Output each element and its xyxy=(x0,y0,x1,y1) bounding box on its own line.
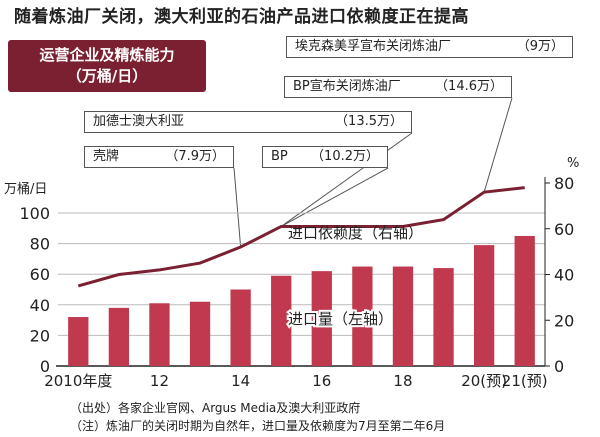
bar xyxy=(149,303,170,366)
bar-series-label: 进口量（左轴） xyxy=(288,310,393,328)
x-tick-label: 16 xyxy=(312,372,331,390)
bar xyxy=(392,266,414,366)
callout-bp-close-cap: （14.6万） xyxy=(435,79,503,94)
y-left-tick-label: 40 xyxy=(30,296,50,315)
dependency-line xyxy=(77,186,525,288)
bar xyxy=(68,317,89,366)
callout-shell: 壳牌 （7.9万） xyxy=(84,146,234,168)
bar xyxy=(433,268,454,366)
callout-bp: BP （10.2万） xyxy=(262,146,388,168)
callout-exxon-name: 埃克森美孚宣布关闭炼油厂 xyxy=(295,39,452,54)
bar xyxy=(108,307,130,366)
x-tick-label: 18 xyxy=(393,372,412,390)
callout-shell-cap: （7.9万） xyxy=(165,149,225,164)
bar xyxy=(271,275,292,366)
callout-connector xyxy=(483,97,513,193)
callout-connector xyxy=(280,132,413,227)
y-left-tick-label: 60 xyxy=(30,265,50,284)
y-right-tick-label: 60 xyxy=(554,220,574,239)
badge-line2: （万桶/日） xyxy=(66,67,148,85)
callout-bp-close: BP宣布关闭炼油厂 （14.6万） xyxy=(284,76,512,98)
callout-exxon-cap: （9万） xyxy=(516,39,564,54)
callout-caltex-cap: （13.5万） xyxy=(335,114,403,129)
y-left-tick-label: 80 xyxy=(30,235,50,254)
bar xyxy=(230,289,251,366)
y-right-tick-label: 0 xyxy=(554,357,564,376)
y-right-tick-label: 20 xyxy=(554,311,574,330)
left-axis-unit: 万桶/日 xyxy=(4,182,48,197)
y-left-tick-label: 0 xyxy=(40,357,50,376)
right-axis-unit: % xyxy=(567,156,580,171)
callout-bp-name: BP xyxy=(271,149,288,164)
callout-bp-close-name: BP宣布关闭炼油厂 xyxy=(293,79,401,94)
x-tick-label: 12 xyxy=(150,372,169,390)
bar xyxy=(311,271,332,366)
bar xyxy=(514,235,535,366)
y-left-tick-label: 100 xyxy=(19,204,50,223)
bar xyxy=(352,266,373,366)
bar xyxy=(189,301,211,366)
callout-shell-name: 壳牌 xyxy=(93,149,120,164)
callout-connector xyxy=(280,167,389,227)
x-tick-label: 21(预) xyxy=(502,372,548,390)
x-tick-label: 2010年度 xyxy=(44,372,112,390)
chart-title: 随着炼油厂关闭，澳大利亚的石油产品进口依赖度正在提高 xyxy=(14,7,469,27)
capacity-badge: 运营企业及精炼能力 （万桶/日） xyxy=(8,40,206,92)
callout-caltex: 加德士澳大利亚 （13.5万） xyxy=(84,111,412,133)
footnote: （注）炼油厂的关闭时期为自然年，进口量及依赖度为7月至第二年6月 xyxy=(70,419,446,433)
callout-exxon: 埃克森美孚宣布关闭炼油厂 （9万） xyxy=(286,36,573,58)
x-tick-label: 14 xyxy=(231,372,250,390)
source-note: （出处）各家企业官网、Argus Media及澳大利亚政府 xyxy=(70,401,361,415)
y-right-tick-label: 80 xyxy=(554,174,574,193)
badge-line1: 运营企业及精炼能力 xyxy=(39,46,175,64)
y-right-tick-label: 40 xyxy=(554,266,574,285)
bar xyxy=(473,245,495,366)
y-left-tick-label: 20 xyxy=(30,326,50,345)
callout-connector xyxy=(233,167,242,248)
x-tick-label: 20(预) xyxy=(461,372,507,390)
callout-caltex-name: 加德士澳大利亚 xyxy=(93,114,185,129)
callout-bp-cap: （10.2万） xyxy=(311,149,379,164)
line-series-label: 进口依赖度（右轴） xyxy=(288,224,423,242)
